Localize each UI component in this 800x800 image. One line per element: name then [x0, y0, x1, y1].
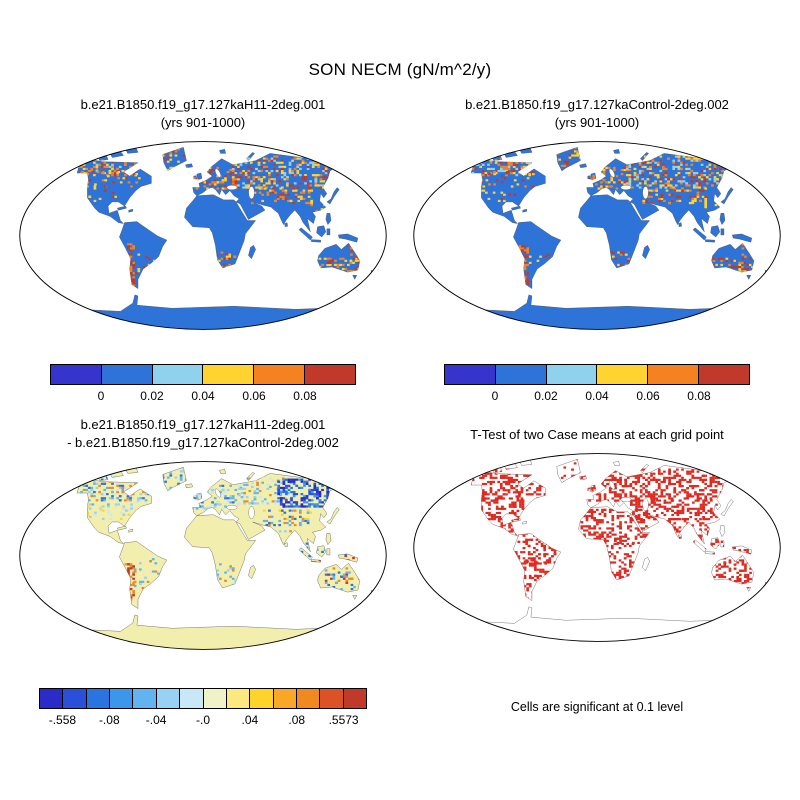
colorbar-tick-label: 0.02: [534, 389, 558, 403]
colorbar-tick-label: .08: [288, 713, 306, 727]
colorbar-segment: [343, 689, 367, 708]
colorbar-tick-label: -.558: [48, 713, 77, 727]
panel-difference: b.e21.B1850.f19_g17.127kaH11-2deg.001 - …: [8, 416, 398, 760]
colorbar-segment: [296, 689, 321, 708]
panel-case1-title-line1: b.e21.B1850.f19_g17.127kaH11-2deg.001: [80, 97, 326, 112]
colorbar-tick-label: 0.02: [140, 389, 164, 403]
colorbar-segment: [40, 689, 64, 708]
colorbar-segment: [273, 689, 297, 708]
colorbar-tick-label: 0.06: [242, 389, 266, 403]
colorbar-segment: [86, 689, 111, 708]
colorbar-segment: [51, 365, 102, 384]
world-map-difference: [19, 461, 387, 650]
colorbar-tick-label: -.0: [195, 713, 211, 727]
colorbar-tick-label: .5573: [328, 713, 359, 727]
panel-case1-title-line2: (yrs 901-1000): [160, 115, 246, 130]
colorbar-tick-label: 0: [97, 389, 105, 403]
colorbar-segment: [63, 689, 87, 708]
world-map-case1: [19, 141, 387, 330]
colorbar-case2: 0 0.02 0.04 0.06 0.08: [444, 364, 750, 410]
panel-ttest: T-Test of two Case means at each grid po…: [402, 416, 792, 760]
colorbar-segment: [305, 365, 355, 384]
colorbar-tick-label: 0.04: [585, 389, 609, 403]
colorbar-bar: [50, 364, 356, 385]
world-map-case2: [413, 141, 781, 330]
colorbar-segment: [110, 689, 134, 708]
colorbar-tick-label: -.08: [98, 713, 120, 727]
colorbar-tick-label: 0.08: [687, 389, 711, 403]
panel-case1: b.e21.B1850.f19_g17.127kaH11-2deg.001 (y…: [8, 96, 398, 418]
ttest-significance-caption: Cells are significant at 0.1 level: [510, 700, 684, 714]
colorbar-bar: [444, 364, 750, 385]
colorbar-segment: [546, 365, 598, 384]
colorbar-tick-label: 0: [491, 389, 499, 403]
colorbar-segment: [152, 365, 204, 384]
colorbar-segment: [495, 365, 547, 384]
colorbar-tick-label: 0.08: [293, 389, 317, 403]
colorbar-bar: [39, 688, 367, 709]
colorbar-segment: [226, 689, 251, 708]
panel-difference-title-line2: - b.e21.B1850.f19_g17.127kaControl-2deg.…: [67, 435, 339, 450]
colorbar-segment: [320, 689, 344, 708]
colorbar-case1: 0 0.02 0.04 0.06 0.08: [50, 364, 356, 410]
colorbar-segment: [597, 365, 649, 384]
colorbar-tick-label: 0.06: [636, 389, 660, 403]
colorbar-segment: [648, 365, 700, 384]
colorbar-segment: [254, 365, 306, 384]
panel-difference-title-line1: b.e21.B1850.f19_g17.127kaH11-2deg.001: [80, 417, 326, 432]
colorbar-tick-label: 0.04: [191, 389, 215, 403]
colorbar-segment: [133, 689, 157, 708]
grid-cells-layer: [75, 467, 364, 611]
colorbar-segment: [156, 689, 181, 708]
panel-case2-title-line2: (yrs 901-1000): [554, 115, 640, 130]
colorbar-segment: [203, 689, 227, 708]
world-map-ttest: [413, 453, 781, 642]
colorbar-segment: [250, 689, 274, 708]
colorbar-segment: [180, 689, 204, 708]
colorbar-segment: [445, 365, 496, 384]
colorbar-segment: [101, 365, 153, 384]
colorbar-segment: [699, 365, 749, 384]
colorbar-tick-label: -.04: [145, 713, 167, 727]
colorbar-tick-label: .04: [241, 713, 259, 727]
figure-title: SON NECM (gN/m^2/y): [308, 60, 492, 79]
panel-case2: b.e21.B1850.f19_g17.127kaControl-2deg.00…: [402, 96, 792, 418]
colorbar-difference: -.558 -.08 -.04 -.0 .04 .08 .5573: [39, 688, 367, 734]
panel-ttest-title: T-Test of two Case means at each grid po…: [470, 427, 724, 442]
colorbar-segment: [203, 365, 255, 384]
panel-case2-title-line1: b.e21.B1850.f19_g17.127kaControl-2deg.00…: [465, 97, 729, 112]
